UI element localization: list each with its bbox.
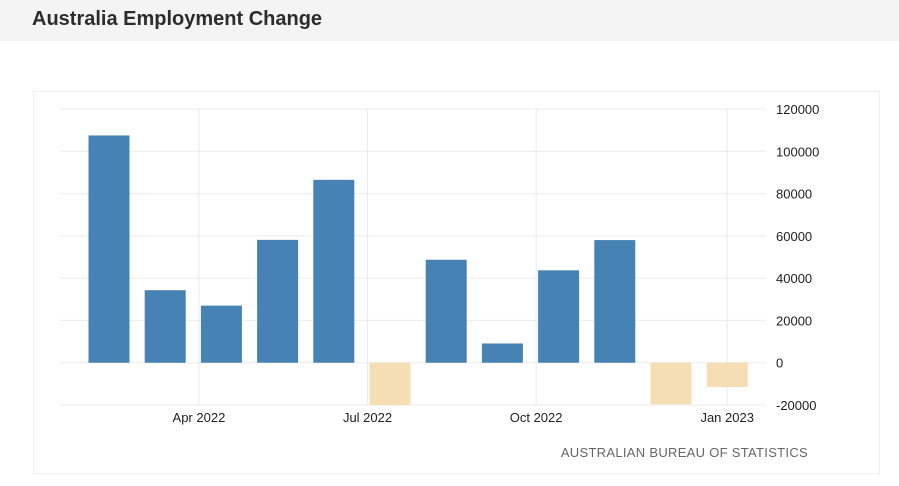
page-title: Australia Employment Change [32,8,323,30]
x-tick-label: Oct 2022 [510,410,563,425]
bar-apr-2022[interactable] [200,305,242,363]
bar-mar-2022[interactable] [144,290,186,363]
y-tick-label: 100000 [776,144,819,159]
bar-may-2022[interactable] [257,239,299,363]
y-tick-labels: 120000 100000 80000 60000 40000 20000 0 -20000 [776,102,819,413]
bar-aug-2022[interactable] [425,259,467,363]
bar-nov-2022[interactable] [594,240,636,363]
bar-dec-2022[interactable] [650,362,692,405]
y-tick-label: -20000 [776,398,816,413]
y-tick-label: 0 [776,356,783,371]
y-tick-label: 80000 [776,187,812,202]
y-tick-label: 40000 [776,271,812,286]
bar-layer [88,135,748,405]
x-tick-label: Jan 2023 [700,410,754,425]
bar-jan-2023[interactable] [706,362,748,388]
bar-jun-2022[interactable] [313,179,355,363]
bar-oct-2022[interactable] [538,270,580,363]
bar-jul-2022[interactable] [369,362,411,405]
x-tick-label: Apr 2022 [173,410,226,425]
y-tick-label: 120000 [776,102,819,117]
header-bar: Australia Employment Change [0,0,899,41]
y-tick-label: 20000 [776,313,812,328]
chart-panel [33,91,880,474]
source-label: AUSTRALIAN BUREAU OF STATISTICS [561,445,808,460]
bar-sep-2022[interactable] [481,343,523,363]
x-tick-labels: Apr 2022 Jul 2022 Oct 2022 Jan 2023 [173,410,754,425]
y-tick-label: 60000 [776,229,812,244]
x-tick-label: Jul 2022 [343,410,392,425]
bar-feb-2022[interactable] [88,135,130,363]
